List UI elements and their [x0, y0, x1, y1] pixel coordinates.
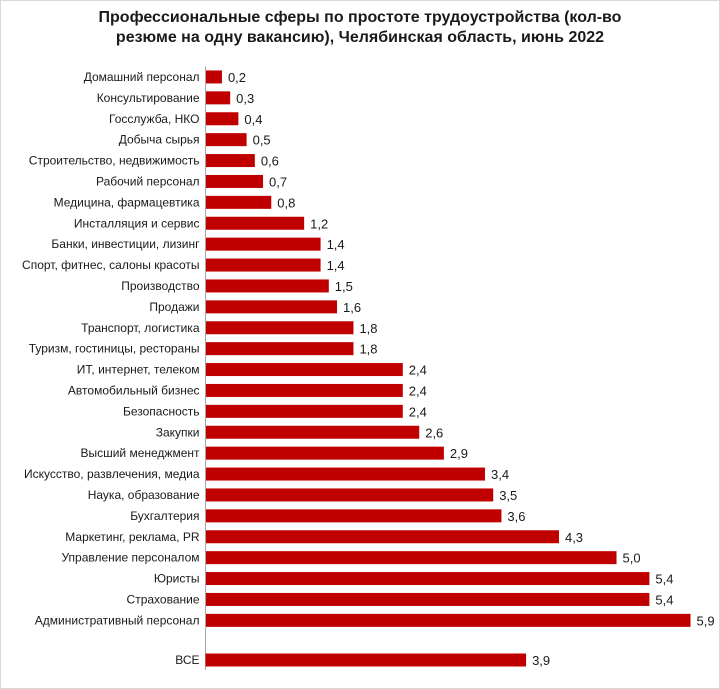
category-label: Бухгалтерия: [130, 509, 199, 523]
category-label: Автомобильный бизнес: [68, 383, 200, 397]
bar: [205, 342, 354, 356]
value-label: 3,5: [499, 488, 517, 503]
total-category-label: ВСЕ: [175, 653, 199, 667]
category-label: Административный персонал: [35, 613, 200, 627]
value-label: 1,4: [327, 258, 345, 273]
value-label: 1,4: [327, 237, 345, 252]
category-label: Закупки: [156, 425, 200, 439]
category-label: Наука, образование: [88, 488, 200, 502]
value-label: 2,4: [409, 363, 427, 378]
chart-title: Профессиональные сферы по простоте трудо…: [0, 8, 720, 48]
value-label: 2,4: [409, 404, 427, 419]
bar: [205, 154, 255, 168]
chart-title-line2: резюме на одну вакансию), Челябинская об…: [115, 29, 605, 46]
bar: [205, 112, 239, 126]
bar: [205, 425, 420, 439]
value-label: 3,6: [507, 509, 525, 524]
value-label: 1,5: [335, 279, 353, 294]
value-label: 1,8: [359, 342, 377, 357]
total-bar: [205, 653, 527, 667]
category-label: Консультирование: [97, 91, 200, 105]
bar: [205, 237, 321, 251]
bar: [205, 300, 338, 314]
category-label: Продажи: [149, 300, 199, 314]
bar: [205, 279, 329, 293]
category-label: Банки, инвестиции, лизинг: [51, 237, 200, 251]
bar: [205, 592, 650, 606]
value-label: 1,2: [310, 216, 328, 231]
category-label: Спорт, фитнес, салоны красоты: [22, 258, 199, 272]
chart-title-line1: Профессиональные сферы по простоте трудо…: [98, 9, 622, 26]
category-label: Безопасность: [123, 404, 200, 418]
category-label: Высший менеджмент: [80, 446, 200, 460]
value-label: 2,6: [425, 425, 443, 440]
category-label: Домашний персонал: [84, 70, 200, 84]
category-label: Медицина, фармацевтика: [54, 195, 200, 209]
category-label: Юристы: [154, 572, 200, 586]
bar: [205, 174, 264, 188]
value-label: 0,8: [277, 195, 295, 210]
value-label: 5,0: [623, 551, 641, 566]
category-label: Страхование: [127, 592, 200, 606]
bar: [205, 216, 305, 230]
bar: [205, 446, 444, 460]
bar: [205, 613, 691, 627]
bar: [205, 91, 231, 105]
category-label: Рабочий персонал: [96, 174, 200, 188]
value-label: 2,4: [409, 383, 427, 398]
bar: [205, 488, 494, 502]
value-label: 5,9: [697, 613, 715, 628]
bar: [205, 551, 617, 565]
bar: [205, 572, 650, 586]
category-label: Госслужба, НКО: [109, 112, 199, 126]
value-label: 5,4: [655, 572, 673, 587]
value-label: 0,6: [261, 154, 279, 169]
bar: [205, 70, 222, 84]
category-label: Искусство, развлечения, медиа: [24, 467, 200, 481]
category-label: Транспорт, логистика: [81, 321, 200, 335]
bar: [205, 363, 403, 377]
value-label: 3,4: [491, 467, 509, 482]
bar: [205, 404, 403, 418]
bar: [205, 195, 272, 209]
bar: [205, 133, 247, 147]
value-label: 0,3: [236, 91, 254, 106]
value-label: 2,9: [450, 446, 468, 461]
category-label: ИТ, интернет, телеком: [77, 363, 200, 377]
value-label: 1,6: [343, 300, 361, 315]
category-label: Производство: [121, 279, 200, 293]
value-label: 0,7: [269, 174, 287, 189]
bar: [205, 258, 321, 272]
category-label: Туризм, гостиницы, рестораны: [29, 342, 200, 356]
value-label: 0,5: [253, 133, 271, 148]
value-label: 0,4: [244, 112, 262, 127]
bar: [205, 321, 354, 335]
category-label: Инсталляция и сервис: [74, 216, 200, 230]
total-value-label: 3,9: [532, 653, 550, 668]
bar: [205, 467, 485, 481]
bar: [205, 530, 559, 544]
category-label: Добыча сырья: [119, 133, 200, 147]
value-label: 5,4: [655, 592, 673, 607]
value-label: 4,3: [565, 530, 583, 545]
bar: [205, 383, 403, 397]
category-label: Строительство, недвижимость: [29, 154, 200, 168]
bar: [205, 509, 502, 523]
category-label: Управление персоналом: [61, 551, 199, 565]
category-label: Маркетинг, реклама, PR: [65, 530, 200, 544]
value-label: 0,2: [228, 70, 246, 85]
value-label: 1,8: [359, 321, 377, 336]
